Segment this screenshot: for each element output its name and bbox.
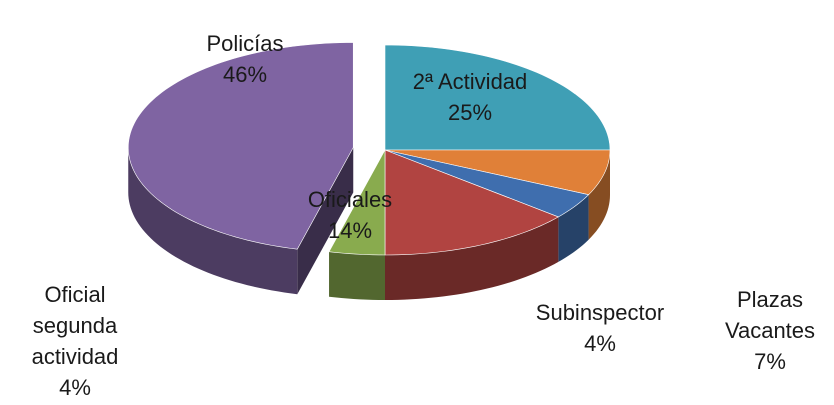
slice-side [588, 150, 610, 240]
value-label: 4% [59, 375, 91, 400]
slice [328, 149, 386, 256]
category-label: Subinspector [535, 300, 665, 325]
value-label: 4% [584, 331, 616, 356]
value-label: 25% [447, 100, 493, 125]
slice-side [385, 216, 559, 300]
slice-side [128, 147, 298, 295]
slice [384, 149, 560, 256]
slice [384, 44, 611, 151]
data-label: Oficiales 14% [308, 184, 392, 246]
category-label: Oficial segunda actividad [31, 282, 119, 369]
value-label: 46% [222, 62, 268, 87]
value-label: 7% [754, 349, 786, 374]
category-label: Policías [206, 31, 284, 56]
slice-side [329, 251, 385, 300]
slice [127, 42, 354, 250]
data-label: 2ª Actividad 25% [413, 66, 528, 128]
data-label: Plazas Vacantes 7% [705, 284, 834, 377]
value-label: 14% [327, 218, 373, 243]
category-label: 2ª Actividad [412, 69, 528, 94]
category-label: Plazas Vacantes [724, 287, 816, 343]
slice [384, 149, 611, 196]
data-label: Subinspector 4% [536, 297, 664, 359]
category-label: Oficiales [307, 187, 393, 212]
data-label: Oficial segunda actividad 4% [5, 279, 145, 403]
data-label: Policías 46% [206, 28, 283, 90]
slice [384, 149, 590, 218]
slice-side [558, 194, 589, 262]
slice-cut-face [297, 147, 354, 295]
